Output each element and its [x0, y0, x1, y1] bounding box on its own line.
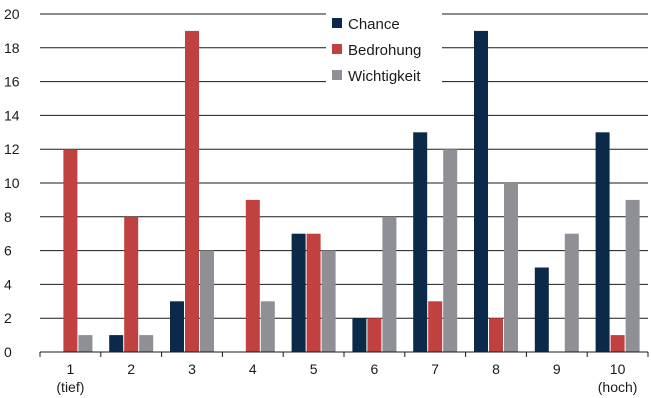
bar-bedrohung — [428, 301, 443, 352]
x-tick-label: 9 — [553, 361, 561, 377]
bar-chance — [109, 335, 124, 352]
legend-background — [326, 10, 442, 92]
bar-bedrohung — [610, 335, 625, 352]
y-tick-label: 0 — [4, 344, 12, 360]
bar-wichtigkeit — [321, 250, 336, 352]
bar-wichtigkeit — [260, 301, 275, 352]
bar-wichtigkeit — [564, 233, 579, 352]
bar-wichtigkeit — [139, 335, 154, 352]
bar-bedrohung — [306, 233, 321, 352]
bar-bedrohung — [367, 318, 382, 352]
bar-wichtigkeit — [78, 335, 93, 352]
bar-chance — [534, 267, 549, 352]
bar-chance — [352, 318, 367, 352]
x-tick-label: 5 — [310, 361, 318, 377]
bar-bedrohung — [245, 199, 260, 352]
x-tick-sublabel: (tief) — [56, 379, 84, 395]
bar-chance — [595, 132, 610, 352]
y-tick-label: 14 — [4, 107, 20, 123]
legend-label-bedrohung: Bedrohung — [348, 42, 421, 59]
legend-swatch-chance — [332, 18, 342, 28]
bar-chance — [170, 301, 184, 352]
bar-bedrohung — [124, 216, 139, 352]
bar-bedrohung — [185, 30, 199, 353]
bar-wichtigkeit — [382, 216, 397, 352]
x-tick-label: 10 — [610, 361, 626, 377]
y-tick-label: 16 — [4, 74, 20, 90]
bar-wichtigkeit — [443, 149, 458, 352]
x-tick-label: 6 — [371, 361, 379, 377]
x-tick-label: 7 — [431, 361, 439, 377]
x-tick-sublabel: (hoch) — [598, 379, 638, 395]
legend: Chance Bedrohung Wichtigkeit — [326, 10, 442, 92]
y-tick-label: 18 — [4, 40, 20, 56]
x-tick-label: 2 — [127, 361, 135, 377]
legend-swatch-bedrohung — [332, 44, 342, 54]
bars — [63, 30, 640, 353]
legend-label-wichtigkeit: Wichtigkeit — [348, 68, 421, 85]
bar-bedrohung — [63, 149, 78, 352]
x-tick-label: 3 — [188, 361, 196, 377]
x-tick-label: 4 — [249, 361, 257, 377]
y-tick-label: 6 — [4, 243, 12, 259]
y-tick-label: 12 — [4, 141, 20, 157]
x-tick-label: 1 — [67, 361, 75, 377]
bar-wichtigkeit — [200, 250, 214, 352]
y-tick-label: 20 — [4, 6, 20, 22]
bar-wichtigkeit — [625, 199, 640, 352]
bar-chance — [474, 30, 488, 353]
y-tick-label: 4 — [4, 276, 12, 292]
bar-chance — [413, 132, 428, 352]
x-tick-label: 8 — [492, 361, 500, 377]
bar-wichtigkeit — [504, 183, 518, 352]
y-axis: 0 2 4 6 8 10 12 14 16 18 20 — [4, 6, 20, 360]
x-axis: 1 (tief) 2 3 4 5 6 7 8 9 10 (hoch) — [39, 351, 649, 395]
y-tick-label: 2 — [4, 310, 12, 326]
y-tick-label: 10 — [4, 175, 20, 191]
y-tick-label: 8 — [4, 209, 12, 225]
legend-label-chance: Chance — [348, 16, 400, 33]
bar-chance — [291, 233, 306, 352]
legend-swatch-wichtigkeit — [332, 70, 342, 80]
bar-bedrohung — [489, 318, 503, 352]
